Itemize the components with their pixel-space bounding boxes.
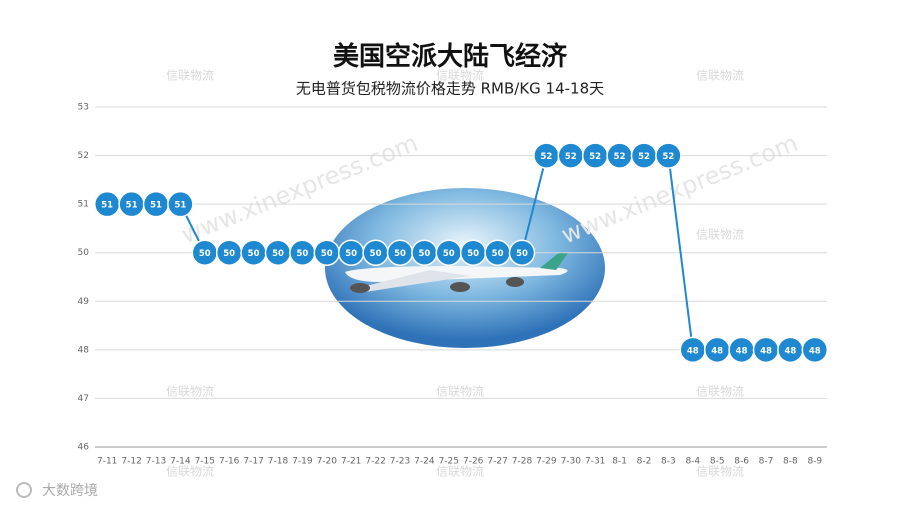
- y-tick-label: 48: [78, 345, 90, 355]
- point: [508, 239, 536, 266]
- data-label: 52: [662, 152, 674, 162]
- x-tick-label: 7-25: [439, 457, 459, 467]
- data-label: 50: [492, 249, 504, 259]
- data-label: 52: [540, 152, 552, 162]
- x-tick-label: 7-19: [292, 457, 313, 467]
- x-tick-label: 7-11: [97, 457, 117, 467]
- x-tick-label: 7-12: [121, 457, 141, 467]
- data-label: 48: [736, 346, 748, 356]
- x-tick-label: 7-26: [463, 457, 484, 467]
- plane-image: [325, 188, 605, 348]
- y-tick-label: 53: [78, 103, 89, 113]
- x-tick-label: 7-18: [268, 457, 289, 467]
- watermark: 信联物流: [436, 465, 484, 479]
- watermark: 信联物流: [436, 385, 484, 399]
- x-tick-label: 7-16: [219, 457, 240, 467]
- chart-subtitle: 无电普货包税物流价格走势 RMB/KG 14-18天: [296, 80, 604, 98]
- data-label: 50: [516, 249, 528, 259]
- point: [801, 336, 829, 364]
- data-label: 50: [467, 249, 479, 259]
- x-tick-label: 7-17: [243, 457, 263, 467]
- data-label: 48: [784, 346, 796, 356]
- data-label: 51: [174, 201, 186, 211]
- data-label: 50: [443, 249, 455, 259]
- footer-logo: 大数跨境: [42, 483, 98, 499]
- data-label: 50: [370, 249, 382, 259]
- x-tick-label: 8-4: [685, 457, 700, 467]
- x-tick-label: 7-21: [341, 457, 361, 467]
- x-tick-label: 8-6: [734, 457, 749, 467]
- x-tick-label: 7-20: [317, 457, 338, 467]
- x-tick-label: 8-2: [637, 457, 652, 467]
- x-tick-label: 7-27: [487, 457, 507, 467]
- x-tick-label: 8-1: [612, 457, 627, 467]
- y-tick-label: 46: [78, 443, 90, 453]
- y-tick-label: 51: [78, 200, 89, 210]
- x-tick-label: 7-14: [170, 457, 191, 467]
- y-tick-label: 47: [78, 394, 89, 404]
- x-tick-label: 7-24: [414, 457, 435, 467]
- x-tick-label: 7-13: [146, 457, 166, 467]
- data-label: 50: [272, 249, 284, 259]
- x-tick-label: 8-5: [710, 457, 725, 467]
- x-tick-label: 7-23: [390, 457, 410, 467]
- data-label: 48: [760, 346, 772, 356]
- data-label: 50: [199, 249, 211, 259]
- data-label: 50: [345, 249, 357, 259]
- data-label: 50: [223, 249, 235, 259]
- logo-icon: [16, 482, 32, 498]
- data-label: 50: [248, 249, 260, 259]
- point: [655, 142, 682, 169]
- watermark: 信联物流: [166, 465, 214, 479]
- chart-title: 美国空派大陆飞经济: [333, 41, 568, 72]
- data-label: 48: [711, 346, 723, 356]
- x-tick-label: 7-15: [195, 457, 215, 467]
- x-tick-label: 7-29: [536, 457, 557, 467]
- data-label: 50: [321, 249, 333, 259]
- x-tick-label: 8-8: [783, 457, 798, 467]
- data-label: 50: [394, 249, 406, 259]
- data-label: 50: [418, 249, 430, 259]
- data-label: 48: [809, 346, 821, 356]
- point: [167, 190, 194, 218]
- watermark: 信联物流: [166, 385, 214, 399]
- data-label: 52: [565, 152, 577, 162]
- watermark: 信联物流: [696, 465, 744, 479]
- watermark: 信联物流: [696, 228, 744, 242]
- watermark: 信联物流: [696, 385, 744, 399]
- data-label: 48: [687, 346, 699, 356]
- data-label: 52: [638, 152, 650, 162]
- data-label: 52: [589, 152, 601, 162]
- x-tick-label: 7-31: [585, 457, 605, 467]
- data-label: 51: [126, 201, 138, 211]
- data-label: 51: [101, 201, 113, 211]
- y-tick-label: 52: [78, 151, 89, 161]
- y-tick-label: 49: [78, 297, 90, 307]
- x-tick-label: 8-9: [807, 457, 822, 467]
- data-label: 51: [150, 201, 162, 211]
- x-tick-label: 7-30: [561, 457, 582, 467]
- watermark: 信联物流: [436, 69, 484, 83]
- x-tick-label: 8-3: [661, 457, 676, 467]
- x-tick-label: 7-22: [365, 457, 385, 467]
- watermark: 信联物流: [696, 69, 744, 83]
- x-tick-label: 8-7: [759, 457, 774, 467]
- watermark: 信联物流: [166, 69, 214, 83]
- data-label: 50: [296, 249, 308, 259]
- x-tick-label: 7-28: [512, 457, 533, 467]
- data-label: 52: [614, 152, 626, 162]
- y-tick-label: 50: [78, 248, 90, 258]
